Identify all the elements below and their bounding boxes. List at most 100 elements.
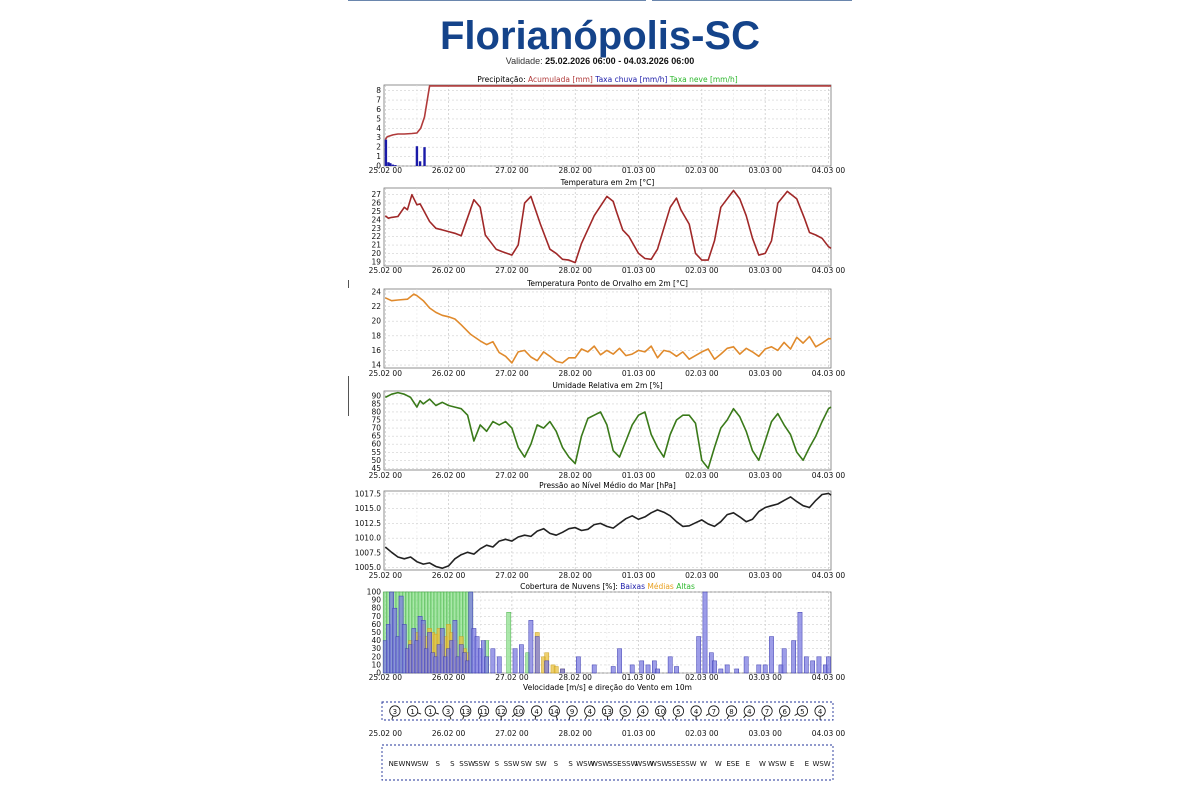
series-line [384,293,831,364]
wind-direction-label: SW [521,760,532,768]
wind-direction-row [381,744,834,781]
cloud-bar-baixas [810,660,815,674]
y-tick-label: 1010.0 [355,534,381,543]
wind-direction-label: SSW [681,760,697,768]
chart-title-part: Pressão ao Nível Médio do Mar [hPa] [539,481,676,490]
wind-speed-circle [761,705,773,717]
y-tick-label: 14 [371,361,381,370]
wind-marker: 4 [584,705,596,720]
wind-speed-circle [743,705,755,717]
x-tick-label: 01.03 00 [622,369,656,378]
x-tick-label: 26.02 00 [432,471,466,480]
x-tick-label: 04.03 00 [812,471,846,480]
x-tick-label: 25.02 00 [369,369,403,378]
y-tick-label: 70 [371,424,381,433]
series-line [384,189,832,264]
x-tick-label: 27.02 00 [495,266,529,275]
wind-direction-label: WSW [768,760,786,768]
wind-speed-label: 4 [694,708,699,716]
x-tick-label: 04.03 00 [812,571,846,580]
x-tick-label: 03.03 00 [748,571,782,580]
cloud-bar-baixas [652,660,657,674]
cloud-bar-baixas [639,660,645,674]
cloud-bar-baixas [674,666,679,674]
wind-speed-circle [530,705,543,717]
wind-speed-circle [513,705,525,717]
wind-marker: 3 [442,705,454,720]
cloud-bar-baixas [560,668,565,674]
cloud-bar-baixas [528,620,534,674]
rain-rate-bar [391,164,395,166]
wind-direction-label: SSW [622,760,638,768]
wind-speed-circle [389,705,401,717]
validity-line: Validade: 25.02.2026 06:00 - 04.03.2026 … [0,56,1200,66]
y-tick-label: 18 [371,331,381,340]
wind-marker: 5 [672,705,685,720]
y-tick-label: 50 [371,456,381,465]
rain-rate-bar [415,146,419,166]
wind-speed-label: 7 [712,708,716,716]
y-tick-label: 27 [371,190,381,199]
chart-title-part: Baixas [620,582,647,591]
x-tick-label: 25.02 00 [369,571,403,580]
wind-marker: 4 [530,705,543,720]
wind-direction-label: SSW [474,760,490,768]
wind-speed-label: 11 [479,708,488,716]
wind-section: Velocidade [m/s] e direção do Vento em 1… [369,683,845,781]
wind-direction-label: SSW [504,760,520,768]
cloud-bar-baixas [617,648,622,674]
wind-speed-label: 12 [497,708,506,716]
series-line [384,391,832,470]
y-tick-label: 1017.5 [355,489,381,498]
y-tick-label: 90 [371,596,381,605]
wind-speed-circle [548,705,560,717]
x-tick-label: 26.02 00 [432,266,466,275]
y-tick-label: 24 [371,287,381,296]
wind-speed-circle [477,705,490,717]
wind-marker: 4 [690,705,702,720]
cloud-bar-baixas [826,656,831,674]
wind-x-tick-label: 25.02 00 [369,729,403,738]
x-tick-label: 03.03 00 [748,369,782,378]
y-tick-label: 20 [371,249,381,258]
cloud-bar-baixas [803,656,809,674]
cloud-bar-baixas [743,656,749,674]
wind-speed-row [381,701,834,721]
wind-speed-circle [708,705,720,717]
y-tick-label: 5 [376,114,381,123]
wind-speed-label: 7 [765,708,769,716]
wind-speed-label: 4 [747,708,752,716]
wind-marker: 4 [636,705,649,719]
chart-clouds: Cobertura de Nuvens [%]: Baixas Médias A… [367,582,846,682]
wind-speed-label: 8 [729,708,733,716]
series-line [384,492,832,570]
rain-rate-bar [384,139,388,166]
plot-frame [383,288,832,369]
wind-direction-label: SSE [608,760,621,768]
wind-speed-label: 10 [656,708,665,716]
wind-marker: 10 [511,705,525,718]
x-tick-label: 25.02 00 [369,266,403,275]
wind-speed-label: 6 [782,708,787,716]
wind-speed-label: 5 [800,708,804,716]
x-tick-label: 03.03 00 [748,471,782,480]
x-tick-label: 04.03 00 [812,266,846,275]
wind-marker: 9 [566,705,578,720]
plot-frame [383,84,832,167]
y-tick-label: 40 [371,636,381,645]
cloud-bar-baixas [439,628,445,674]
wind-marker: 14 [548,705,560,720]
cloud-bar-médias [553,666,559,674]
wind-speed-circle [424,705,436,717]
y-tick-label: 80 [371,604,381,613]
y-tick-label: 4 [376,124,381,133]
cloud-bar-baixas [762,664,768,674]
wind-marker: 12 [495,705,507,720]
wind-direction-label: WSW [635,760,653,768]
cloud-bar-baixas [667,656,673,674]
x-tick-label: 27.02 00 [495,471,529,480]
wind-marker: 7 [705,705,720,717]
y-tick-label: 75 [371,416,381,425]
cloud-bar-baixas [769,636,774,674]
wind-x-tick-label: 03.03 00 [748,729,782,738]
